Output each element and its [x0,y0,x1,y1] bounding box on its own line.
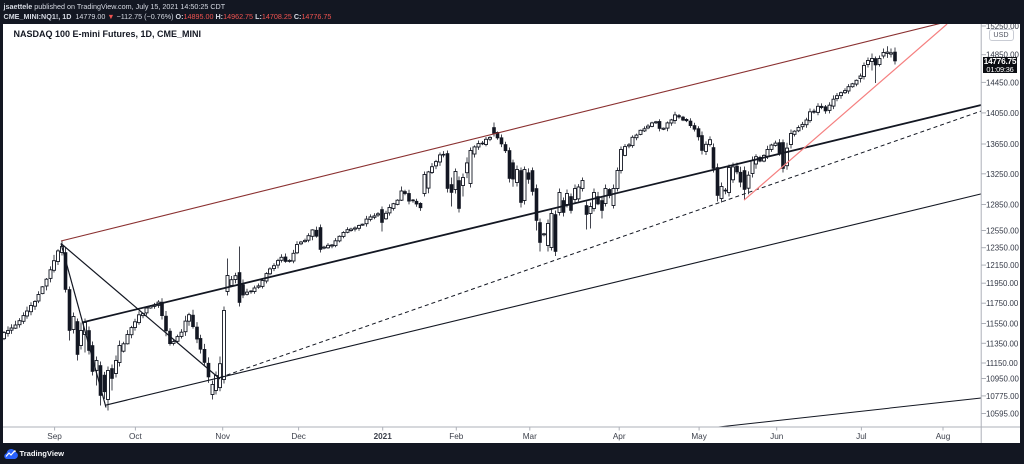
svg-text:Jul: Jul [856,432,867,441]
svg-text:11150.00: 11150.00 [986,359,1018,368]
svg-text:14850.00: 14850.00 [986,50,1020,59]
svg-text:Dec: Dec [291,432,306,441]
svg-text:12350.00: 12350.00 [986,243,1020,252]
svg-text:Feb: Feb [449,432,464,441]
svg-text:May: May [691,432,707,441]
svg-text:Aug: Aug [936,432,951,441]
svg-text:10595.00: 10595.00 [986,409,1020,418]
svg-text:Sep: Sep [47,432,62,441]
svg-text:12550.00: 12550.00 [986,226,1020,235]
svg-text:13650.00: 13650.00 [986,140,1020,149]
svg-text:2021: 2021 [374,432,393,441]
svg-text:12850.00: 12850.00 [986,200,1020,209]
svg-text:11350.00: 11350.00 [986,339,1019,348]
svg-text:13250.00: 13250.00 [986,169,1020,178]
svg-text:12150.00: 12150.00 [986,261,1020,270]
svg-text:Mar: Mar [523,432,537,441]
svg-text:11550.00: 11550.00 [986,319,1019,328]
svg-text:15250.00: 15250.00 [986,24,1020,31]
svg-text:14450.00: 14450.00 [986,78,1020,87]
svg-text:14050.00: 14050.00 [986,108,1020,117]
svg-text:10950.00: 10950.00 [986,374,1020,383]
svg-text:10775.00: 10775.00 [986,391,1020,400]
svg-text:11950.00: 11950.00 [986,279,1019,288]
svg-text:11750.00: 11750.00 [986,299,1019,308]
svg-text:Apr: Apr [613,432,626,441]
svg-text:Oct: Oct [129,432,142,441]
svg-text:Jun: Jun [770,432,784,441]
svg-text:Nov: Nov [215,432,230,441]
